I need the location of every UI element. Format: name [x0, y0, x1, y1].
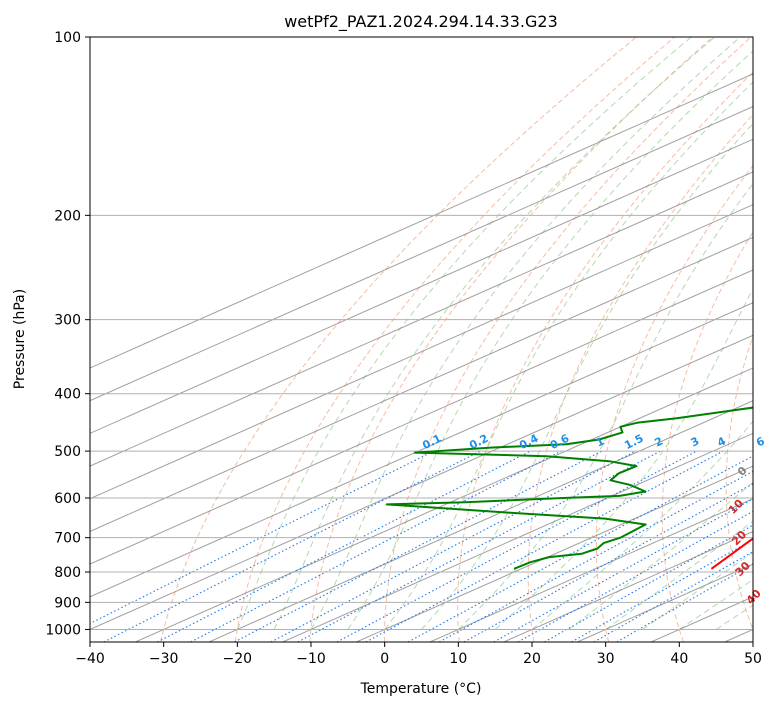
y-tick-label: 400: [54, 387, 81, 403]
mixing-ratio-line: [234, 450, 603, 642]
isotherm: [90, 73, 753, 369]
moist-adiabat: [273, 37, 716, 630]
x-tick-label: −30: [149, 651, 179, 667]
plot-frame: [89, 36, 754, 643]
isotherm: [90, 204, 753, 500]
x-tick-label: 30: [597, 651, 615, 667]
isotherm: [282, 432, 753, 642]
x-tick-label: 0: [380, 651, 389, 667]
mixing-ratio-line: [90, 450, 434, 625]
x-tick-label: 40: [670, 651, 688, 667]
y-tick-label: 600: [54, 491, 81, 507]
isotherm: [90, 269, 753, 565]
y-tick-label: 900: [54, 595, 81, 611]
chart-title: wetPf2_PAZ1.2024.294.14.33.G23: [284, 12, 558, 32]
profile-line: [385, 406, 753, 570]
background-lines: [90, 37, 753, 642]
isotherm: [90, 138, 753, 434]
mixing-ratio-line: [407, 455, 753, 642]
y-tick-label: 800: [54, 565, 81, 581]
mixing-ratio-line: [103, 450, 481, 642]
x-axis-label: Temperature (°C): [360, 681, 482, 697]
mixing-ratio-lines: [90, 450, 753, 642]
mixing-ratio-line: [463, 483, 753, 642]
dry-adiabat: [234, 37, 675, 642]
mixing-ratio-line: [517, 510, 753, 642]
moist-adiabat: [605, 520, 753, 630]
pressure-grid: [90, 37, 753, 630]
moist-adiabat: [531, 420, 753, 630]
axis-ticks: −40 −30 −20 −10 0 10 20 30 40 50 100 200 300 400 500 60…: [45, 30, 762, 667]
mixing-ratio-line: [438, 470, 753, 642]
dry-adiabat: [595, 164, 753, 642]
isotherm: [90, 302, 753, 598]
dry-adiabat: [160, 37, 637, 642]
x-tick-label: −40: [75, 651, 105, 667]
y-tick-label: 500: [54, 444, 81, 460]
isotherm: [90, 171, 753, 467]
x-tick-label: 20: [523, 651, 541, 667]
y-tick-label: 100: [54, 30, 81, 46]
dry-adiabat: [527, 113, 753, 642]
moist-adiabat: [347, 50, 753, 630]
y-tick-label: 700: [54, 531, 81, 547]
y-tick-label: 1000: [45, 622, 81, 638]
y-tick-label: 300: [54, 313, 81, 329]
moist-adiabat: [642, 551, 753, 630]
x-tick-label: −10: [296, 651, 326, 667]
isotherm: [90, 236, 753, 532]
moist-adiabat: [494, 287, 753, 630]
dry-adiabat: [725, 334, 753, 631]
x-tick-label: 10: [449, 651, 467, 667]
x-tick-label: −20: [223, 651, 253, 667]
mixing-ratio-line: [297, 450, 661, 642]
mixing-ratio-line: [365, 450, 724, 642]
mixing-ratio-line: [493, 498, 753, 642]
y-tick-label: 200: [54, 208, 81, 224]
dry-adiabat: [309, 37, 714, 642]
moist-adiabat: [236, 37, 692, 630]
moist-adiabat: [421, 122, 753, 630]
isotherm: [90, 334, 753, 630]
moist-adiabat: [384, 81, 753, 630]
y-axis-label: Pressure (hPa): [12, 289, 28, 389]
dry-adiabat: [384, 37, 752, 642]
isotherm: [429, 498, 753, 642]
x-tick-label: 50: [744, 651, 762, 667]
moist-adiabat: [679, 579, 753, 630]
isotherm: [90, 106, 753, 402]
isotherm: [356, 465, 753, 642]
dry-adiabat: [457, 71, 753, 642]
isotherm: [503, 530, 753, 642]
isotherm: [208, 400, 753, 642]
isotherm: [135, 367, 753, 642]
profile-series: [385, 406, 753, 570]
